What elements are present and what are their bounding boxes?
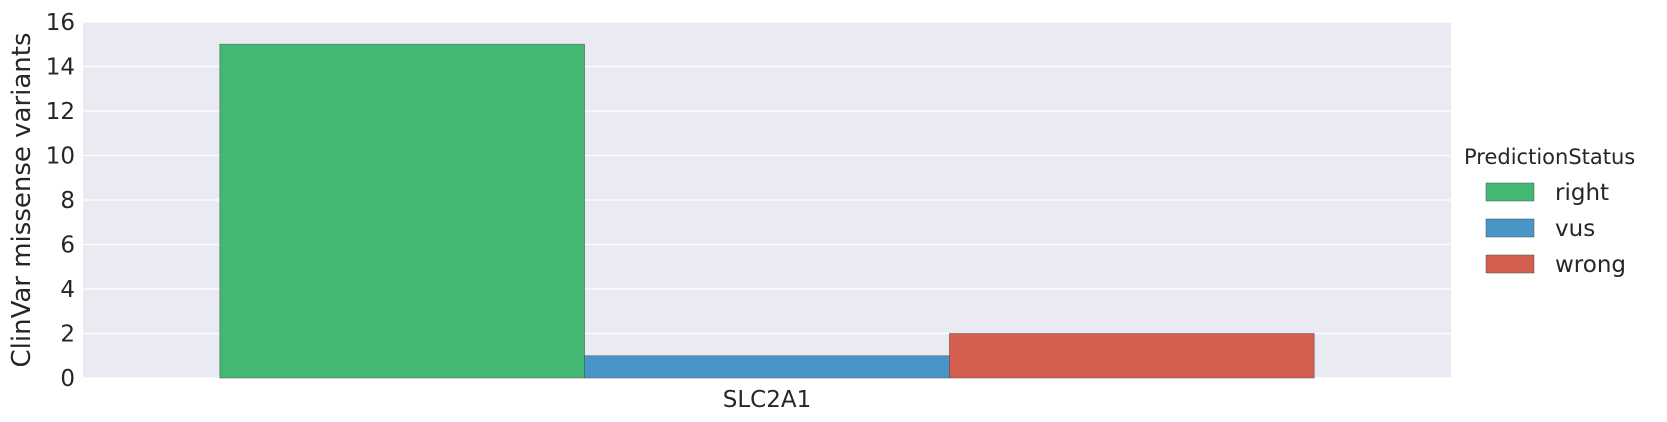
- y-tick-label: 12: [46, 99, 75, 125]
- legend: PredictionStatus right vus wrong: [1464, 145, 1635, 278]
- y-axis-label: ClinVar missense variants: [7, 32, 37, 367]
- y-tick-label: 6: [60, 233, 75, 259]
- y-tick-labels: 0 2 4 6 8 10 12 14 16: [46, 10, 75, 392]
- legend-label-right: right: [1555, 180, 1609, 206]
- bar-vus: [584, 355, 950, 379]
- y-tick-label: 2: [60, 322, 75, 348]
- y-tick-label: 16: [46, 10, 75, 36]
- y-tick-label: 14: [46, 55, 75, 81]
- legend-label-wrong: wrong: [1555, 252, 1626, 278]
- x-tick-label: SLC2A1: [723, 387, 811, 413]
- y-tick-label: 0: [60, 366, 75, 392]
- y-tick-label: 10: [46, 144, 75, 170]
- bar-wrong: [949, 333, 1315, 379]
- legend-swatch-right: [1485, 182, 1535, 202]
- y-tick-label: 8: [60, 188, 75, 214]
- x-tick-labels: SLC2A1: [723, 387, 811, 413]
- bars: [219, 43, 1315, 379]
- bar-right: [219, 43, 585, 379]
- legend-swatch-wrong: [1485, 254, 1535, 274]
- legend-title: PredictionStatus: [1464, 145, 1635, 169]
- y-tick-label: 4: [60, 277, 75, 303]
- legend-label-vus: vus: [1555, 216, 1595, 242]
- legend-swatch-vus: [1485, 218, 1535, 238]
